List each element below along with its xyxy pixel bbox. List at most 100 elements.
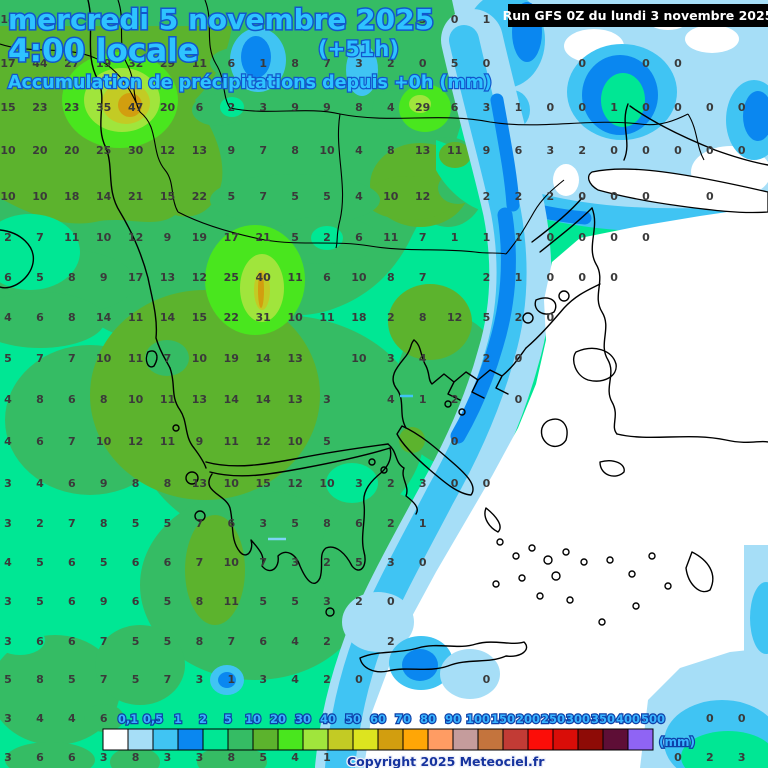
precip-value: 1	[259, 57, 267, 70]
precip-value: 44	[32, 57, 48, 70]
legend-threshold-label: 10	[245, 712, 261, 726]
precip-value: 10	[319, 144, 335, 157]
precip-value: 0	[578, 231, 586, 244]
precip-value: 4	[355, 144, 363, 157]
precip-value: 3	[4, 595, 12, 608]
legend-color-box	[602, 728, 629, 751]
precip-value: 4	[36, 712, 44, 725]
precip-value: 6	[515, 144, 523, 157]
precip-value: 0	[674, 751, 682, 764]
precip-value: 9	[196, 435, 204, 448]
precip-value: 2	[323, 556, 331, 569]
precip-value: 0	[578, 101, 586, 114]
legend-color-box	[452, 728, 479, 751]
precip-value: 6	[132, 595, 140, 608]
precip-value: 3	[291, 556, 299, 569]
precip-value: 3	[4, 517, 12, 530]
precip-value: 2	[483, 190, 491, 203]
precip-value: 11	[287, 271, 302, 284]
precip-value: 5	[68, 673, 76, 686]
precip-value: 0	[515, 352, 523, 365]
precip-value: 20	[32, 144, 48, 157]
precip-value: 13	[192, 144, 207, 157]
precip-value: 11	[64, 231, 79, 244]
legend-color-box	[552, 728, 579, 751]
precip-value: 2	[387, 311, 395, 324]
precip-value: 10	[0, 144, 16, 157]
precip-value: 0	[546, 231, 554, 244]
precip-value: 2	[578, 144, 586, 157]
coastlines-borders	[0, 0, 768, 673]
precip-value: 13	[192, 477, 207, 490]
precip-value: 3	[387, 352, 395, 365]
precip-value: 20	[64, 144, 80, 157]
precip-value: 0	[483, 477, 491, 490]
precip-value: 7	[100, 673, 108, 686]
precip-value: 7	[164, 352, 172, 365]
precip-value: 2	[323, 673, 331, 686]
legend-threshold-label: 250	[541, 712, 565, 726]
precip-value: 11	[128, 311, 143, 324]
legend-color-box	[527, 728, 554, 751]
precip-value: 2	[387, 477, 395, 490]
precip-value: 1	[387, 13, 395, 26]
precip-value: 0	[642, 57, 650, 70]
precip-value: 2	[387, 635, 395, 648]
precip-value: 1	[451, 231, 459, 244]
precip-value: 5	[36, 595, 44, 608]
legend-threshold-label: 30	[295, 712, 311, 726]
legend-threshold-label: 40	[320, 712, 336, 726]
precip-value: 4	[387, 393, 395, 406]
precip-value: 7	[259, 190, 267, 203]
precip-value: 12	[415, 190, 430, 203]
precip-value: 6	[355, 517, 363, 530]
precip-value: 12	[128, 435, 143, 448]
precip-value: 8	[355, 101, 363, 114]
precip-value: 7	[259, 556, 267, 569]
precip-value: 0	[642, 101, 650, 114]
precip-value: 8	[419, 311, 427, 324]
precip-value: 0	[674, 57, 682, 70]
precip-value: 4	[355, 190, 363, 203]
precip-value: 9	[100, 271, 108, 284]
precip-value: 4	[36, 477, 44, 490]
legend-threshold-label: 60	[370, 712, 386, 726]
precip-value: 5	[291, 517, 299, 530]
precip-value: 2	[355, 595, 363, 608]
precip-value: 31	[256, 311, 271, 324]
precip-value: 7	[196, 556, 204, 569]
precip-value: 7	[419, 271, 427, 284]
precip-value: 10	[351, 271, 367, 284]
precip-value: 5	[4, 352, 12, 365]
precip-value: 10	[224, 477, 240, 490]
precip-value: 7	[36, 231, 44, 244]
precip-value: 7	[36, 352, 44, 365]
precip-value: 7	[68, 435, 76, 448]
precip-value: 4	[291, 635, 299, 648]
legend-threshold-label: 20	[270, 712, 286, 726]
precip-value: 0	[419, 57, 427, 70]
precip-value: 9	[323, 101, 331, 114]
precip-value: 20	[160, 101, 176, 114]
precip-value: 3	[4, 477, 12, 490]
precip-value: 0	[355, 673, 363, 686]
precip-value: 0	[738, 712, 746, 725]
precip-value: 1	[515, 271, 523, 284]
precip-value: 0	[578, 190, 586, 203]
precip-value: 6	[196, 101, 204, 114]
precip-value: 14	[96, 311, 112, 324]
precip-value: 2	[36, 517, 44, 530]
legend-threshold-label: 200	[516, 712, 540, 726]
precip-value: 7	[100, 635, 108, 648]
precip-value: 6	[68, 556, 76, 569]
precip-value: 7	[164, 673, 172, 686]
precip-value: 6	[323, 271, 331, 284]
precip-value: 3	[196, 751, 204, 764]
legend-color-box	[202, 728, 229, 751]
precip-value: 8	[100, 517, 108, 530]
precip-value: 0	[451, 477, 459, 490]
precip-value: 6	[4, 271, 12, 284]
legend-color-box	[402, 728, 429, 751]
precip-value: 21	[128, 190, 143, 203]
precip-value: 3	[387, 556, 395, 569]
